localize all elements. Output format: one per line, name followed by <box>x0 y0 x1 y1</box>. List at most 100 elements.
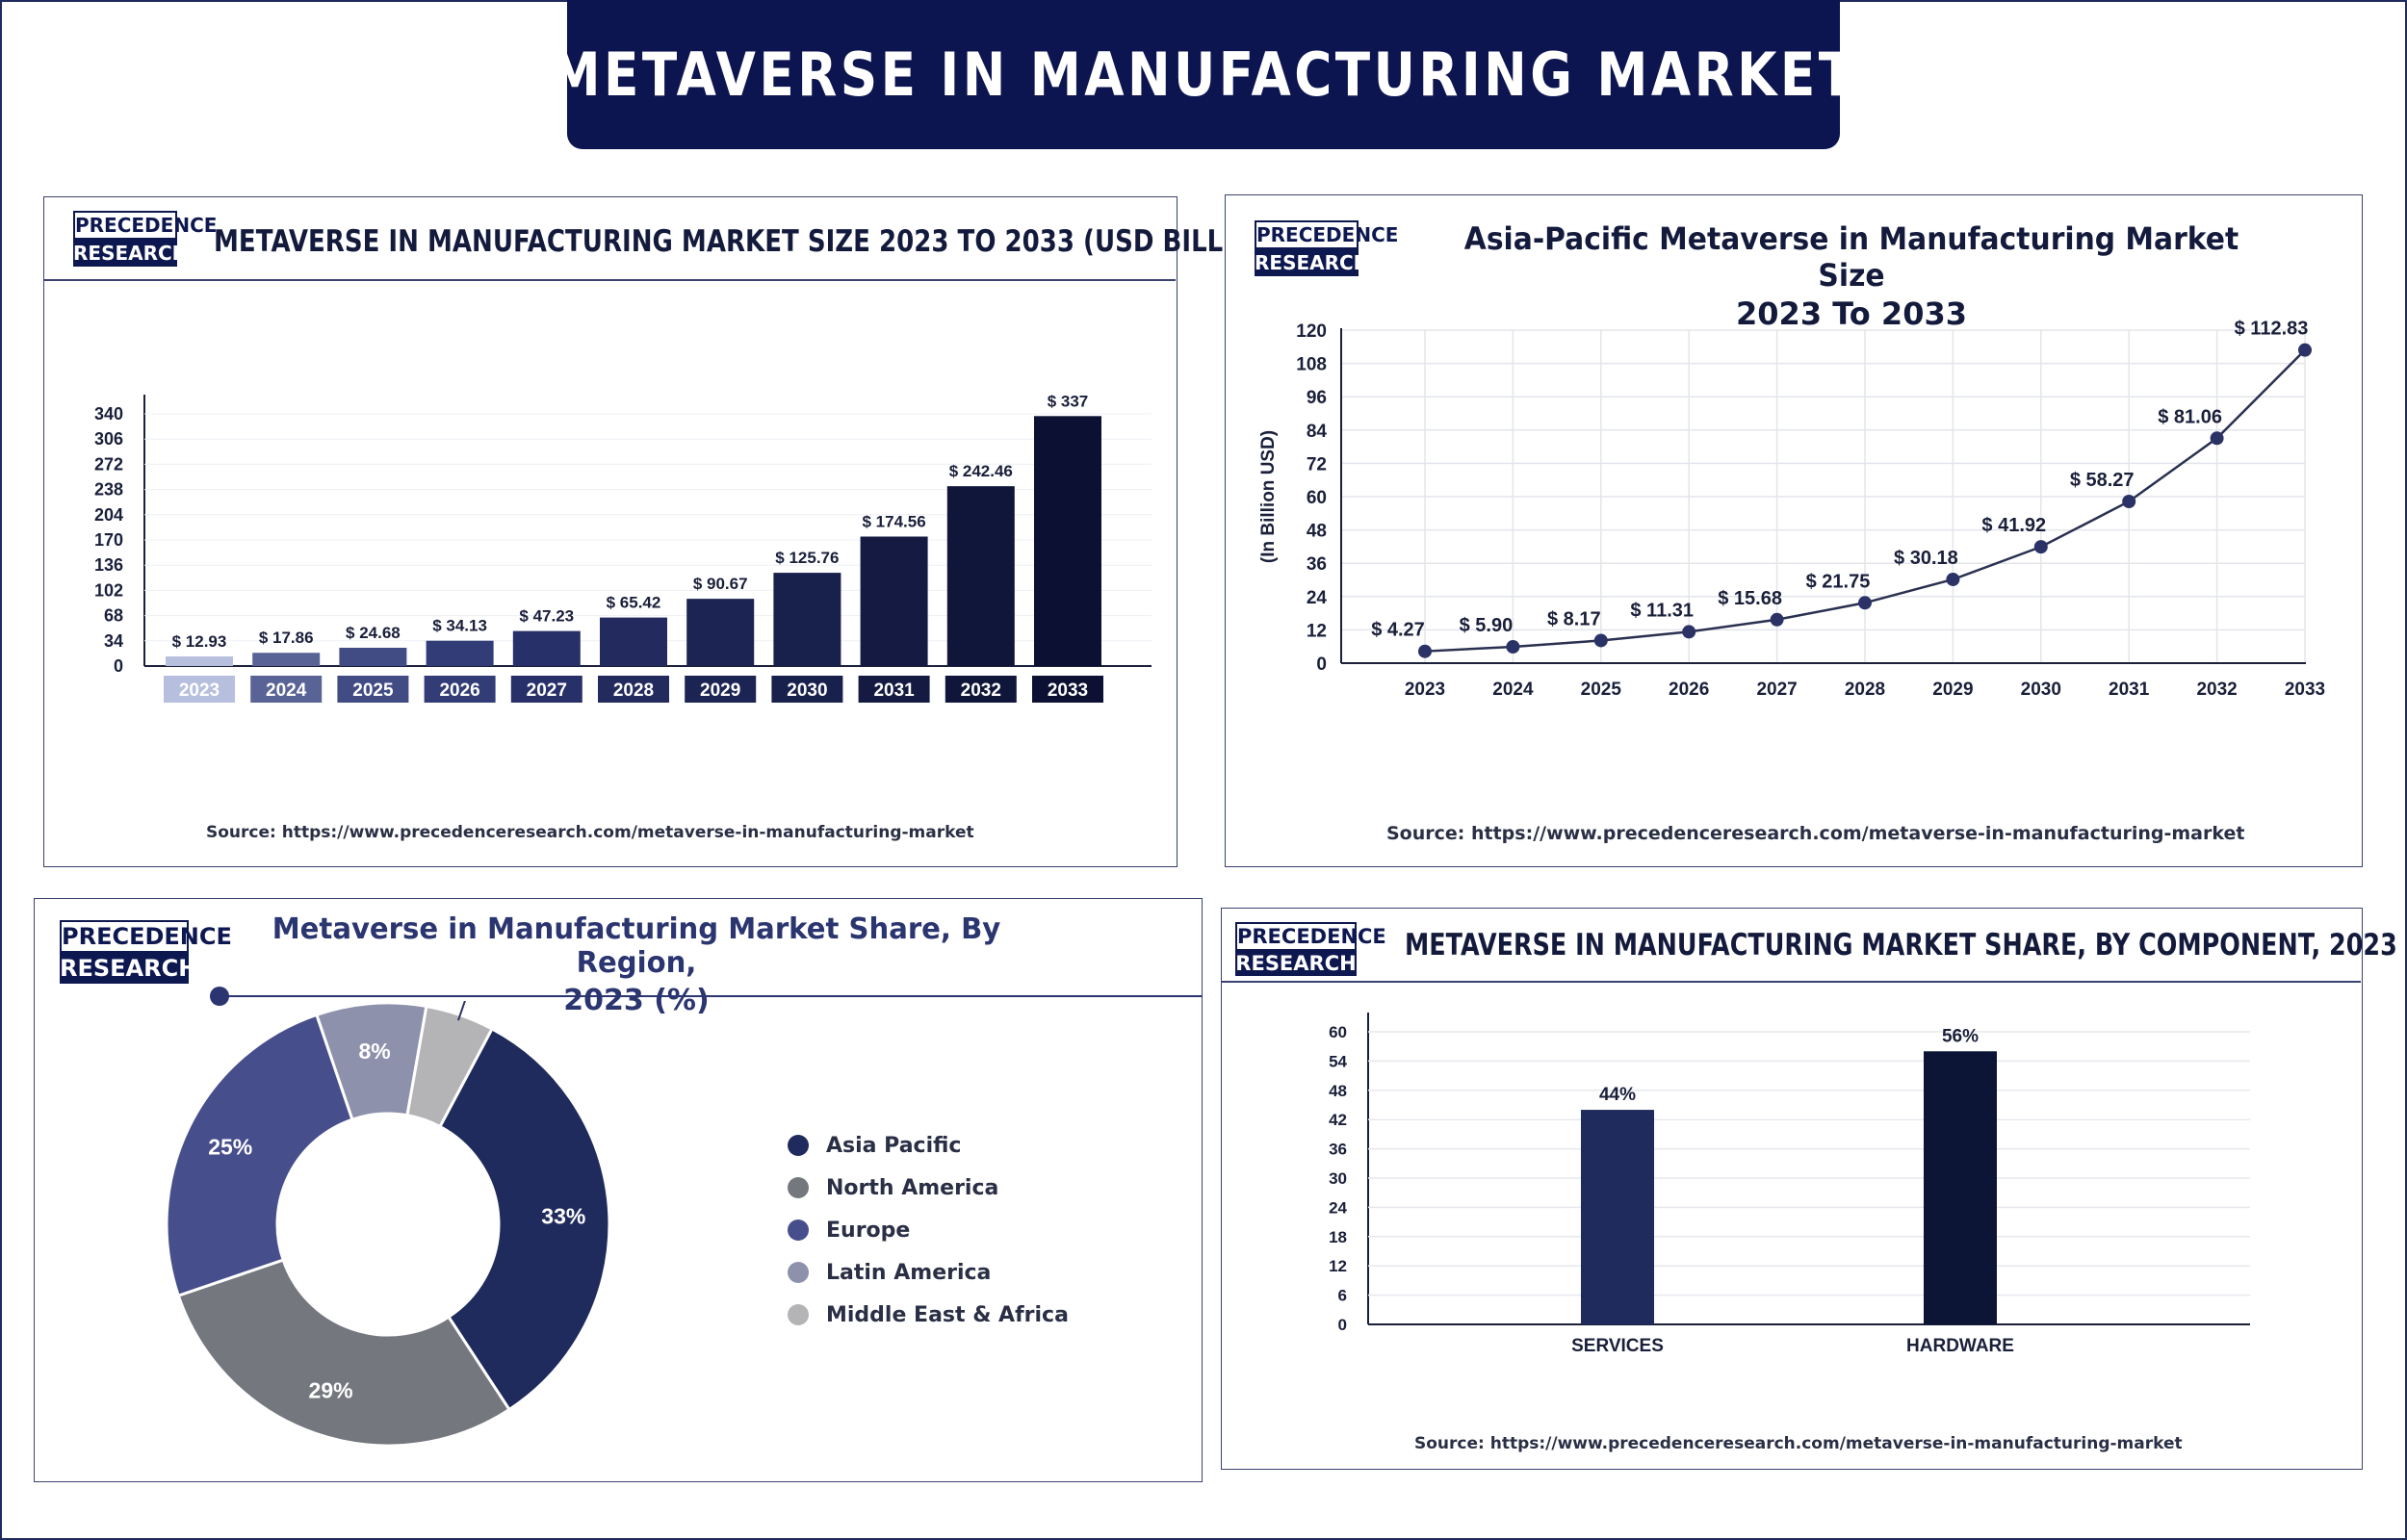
x-tick-label: 2032 <box>2196 680 2237 700</box>
legend-item: Latin America <box>788 1251 1069 1294</box>
y-tick-label: 36 <box>1329 1141 1347 1159</box>
bar-2033 <box>1034 416 1101 666</box>
legend-swatch <box>788 1304 809 1325</box>
x-tick-label: 2029 <box>700 680 740 701</box>
y-tick-label: 272 <box>94 454 123 474</box>
y-tick-label: 0 <box>114 656 123 676</box>
legend-label: North America <box>826 1175 999 1200</box>
x-tick-label: 2033 <box>2285 680 2325 700</box>
legend-swatch <box>788 1219 809 1241</box>
legend-swatch <box>788 1177 809 1198</box>
x-tick-label: 2028 <box>1845 680 1885 700</box>
y-tick-label: 96 <box>1307 388 1327 408</box>
precedence-logo: PRECEDENCE RESEARCH <box>1255 220 1398 276</box>
legend-item: Asia Pacific <box>788 1124 1069 1167</box>
bar-2026 <box>426 640 494 666</box>
legend-swatch <box>788 1135 809 1156</box>
panel-divider <box>44 279 1176 281</box>
asia-pacific-source: Source: https://www.precedenceresearch.c… <box>1386 823 2245 844</box>
data-point-2031 <box>2122 494 2136 508</box>
bar-value-label: $ 65.42 <box>607 594 661 612</box>
y-tick-label: 204 <box>94 505 123 525</box>
page-title: METAVERSE IN MANUFACTURING MARKET <box>550 39 1858 110</box>
title-underline-dot <box>210 987 229 1006</box>
data-point-2024 <box>1506 639 1520 654</box>
x-tick-label: 2032 <box>961 680 1001 701</box>
bar-value-label: 44% <box>1599 1085 1636 1105</box>
data-label: $ 8.17 <box>1547 608 1601 629</box>
y-tick-label: 68 <box>104 606 123 626</box>
y-tick-label: 24 <box>1329 1198 1347 1217</box>
bar-value-label: $ 125.76 <box>775 549 839 567</box>
y-tick-label: 60 <box>1329 1023 1347 1041</box>
legend-label: Europe <box>826 1218 911 1243</box>
slice-leader-line <box>456 1001 466 1021</box>
slice-north-america <box>176 1258 512 1448</box>
bar-2025 <box>339 647 407 666</box>
bar-services <box>1581 1110 1654 1324</box>
data-point-2032 <box>2210 431 2224 446</box>
y-tick-label: 102 <box>94 580 123 600</box>
data-point-2028 <box>1858 596 1872 610</box>
precedence-logo: PRECEDENCE RESEARCH <box>60 920 232 984</box>
x-tick-box <box>685 676 757 703</box>
x-tick-box <box>1032 676 1103 703</box>
x-tick-label: 2031 <box>873 680 915 701</box>
data-point-2029 <box>1946 572 1960 586</box>
data-point-2033 <box>2298 343 2312 357</box>
component-bar-chart: 0 6 12 18 24 30 36 42 48 54 60 44% SERVICES 56% HARDWA… <box>1329 1013 2250 1356</box>
market-size-source: Source: https://www.precedenceresearch.c… <box>206 823 974 842</box>
legend-swatch <box>788 1262 809 1283</box>
legend-item: Middle East & Africa <box>788 1294 1069 1336</box>
market-size-panel: PRECEDENCE RESEARCH METAVERSE IN MANUFAC… <box>43 196 1286 867</box>
y-tick-label: 48 <box>1307 522 1327 542</box>
bar-2028 <box>600 617 667 666</box>
x-tick-label: 2030 <box>787 680 827 701</box>
y-tick-label: 340 <box>94 404 123 424</box>
component-title: METAVERSE IN MANUFACTURING MARKET SHARE,… <box>1405 928 2407 962</box>
y-tick-label: 18 <box>1329 1228 1347 1246</box>
bar-value-label: $ 90.67 <box>693 575 748 593</box>
y-tick-label: 54 <box>1329 1052 1347 1070</box>
precedence-logo: PRECEDENCE RESEARCH <box>73 211 217 267</box>
y-tick-label: 6 <box>1338 1287 1347 1305</box>
panel-divider <box>1222 981 2361 983</box>
bar-2032 <box>946 486 1015 666</box>
x-tick-box <box>771 676 843 703</box>
y-tick-label: 48 <box>1329 1082 1347 1100</box>
bar-value-label: $ 34.13 <box>432 617 487 635</box>
legend-label: Asia Pacific <box>826 1133 962 1158</box>
y-tick-label: 42 <box>1329 1111 1347 1129</box>
x-tick-box <box>164 676 235 703</box>
y-tick-label: 0 <box>1316 654 1327 675</box>
data-point-2026 <box>1682 625 1696 639</box>
region-title-line1: Metaverse in Manufacturing Market Share,… <box>272 912 1001 980</box>
slice-asia-pacific <box>437 1026 611 1412</box>
region-donut-chart: 33%29%25%8%5% <box>165 1001 611 1448</box>
x-tick-label: 2033 <box>1048 680 1088 701</box>
data-point-2030 <box>2033 540 2048 554</box>
page-banner: METAVERSE IN MANUFACTURING MARKET <box>550 0 1854 149</box>
x-tick-label: SERVICES <box>1571 1336 1664 1356</box>
legend-item: North America <box>788 1167 1069 1209</box>
data-label: $ 4.27 <box>1371 620 1425 641</box>
x-tick-label: 2026 <box>1669 680 1709 700</box>
title-underline <box>220 995 1202 997</box>
x-tick-box <box>424 676 496 703</box>
slice-europe <box>165 1013 354 1298</box>
bar-2023 <box>166 656 233 666</box>
region-legend: Asia Pacific North America Europe Latin Ame… <box>788 1124 1069 1336</box>
data-label: $ 81.06 <box>2158 406 2222 427</box>
legend-item: Europe <box>788 1209 1069 1251</box>
component-source: Source: https://www.precedenceresearch.c… <box>1414 1434 2183 1453</box>
x-tick-box <box>510 676 582 703</box>
component-share-panel: PRECEDENCE RESEARCH METAVERSE IN MANUFAC… <box>1221 908 2407 1470</box>
x-tick-label: 2027 <box>527 680 567 701</box>
bar-2024 <box>252 653 321 666</box>
x-tick-label: HARDWARE <box>1906 1336 2014 1356</box>
x-tick-label: 2028 <box>613 680 654 701</box>
bar-2030 <box>773 573 841 666</box>
y-tick-label: 136 <box>94 555 123 575</box>
bar-2031 <box>860 536 928 666</box>
slice-label: 8% <box>359 1039 391 1064</box>
